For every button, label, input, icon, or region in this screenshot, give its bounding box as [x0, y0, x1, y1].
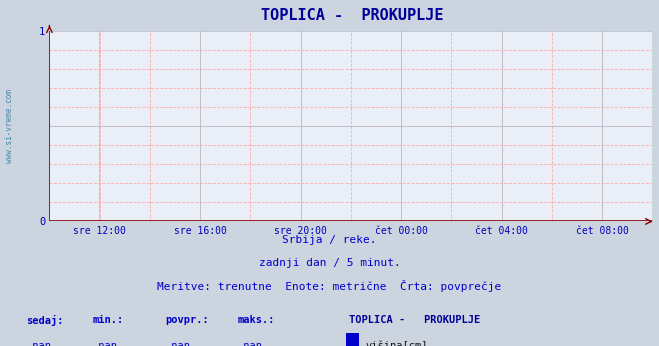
Text: min.:: min.: — [92, 315, 123, 325]
Text: TOPLICA -  PROKUPLJE: TOPLICA - PROKUPLJE — [262, 8, 444, 23]
Text: sedaj:: sedaj: — [26, 315, 64, 326]
Text: -nan: -nan — [237, 341, 262, 346]
Text: maks.:: maks.: — [237, 315, 275, 325]
Text: -nan: -nan — [165, 341, 190, 346]
Text: Meritve: trenutne  Enote: metrične  Črta: povprečje: Meritve: trenutne Enote: metrične Črta: … — [158, 280, 501, 292]
Text: -nan: -nan — [26, 341, 51, 346]
Text: višina[cm]: višina[cm] — [366, 341, 428, 346]
Text: povpr.:: povpr.: — [165, 315, 208, 325]
Text: Srbija / reke.: Srbija / reke. — [282, 235, 377, 245]
Text: -nan: -nan — [92, 341, 117, 346]
Text: zadnji dan / 5 minut.: zadnji dan / 5 minut. — [258, 258, 401, 268]
Text: TOPLICA -   PROKUPLJE: TOPLICA - PROKUPLJE — [349, 315, 480, 325]
Text: www.si-vreme.com: www.si-vreme.com — [5, 89, 14, 163]
